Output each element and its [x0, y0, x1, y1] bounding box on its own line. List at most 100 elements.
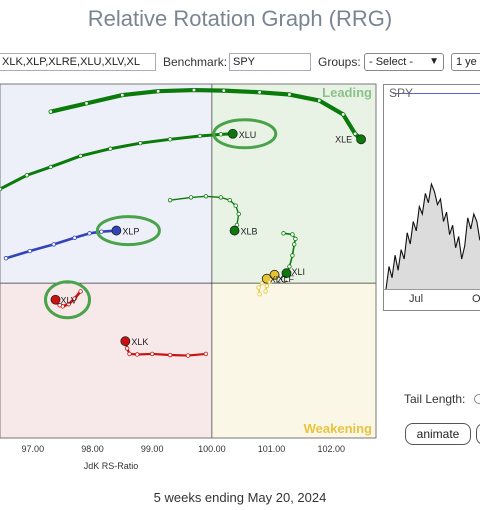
benchmark-input[interactable]: SPY — [229, 53, 311, 71]
tail-point-xlc-0 — [257, 291, 262, 297]
tail-point-xlb-0 — [167, 197, 173, 203]
benchmark-label: Benchmark: — [163, 55, 228, 69]
tail-xle — [48, 87, 364, 142]
quadrant-improving — [0, 84, 212, 284]
tail-point-xlu-8 — [218, 132, 224, 137]
spy-price-area — [386, 184, 480, 289]
spy-x-tick-jul: Jul — [409, 293, 424, 305]
head-xlk[interactable] — [120, 336, 131, 347]
tail-point-xlp-2 — [51, 242, 56, 247]
x-axis-label: JdK RS-Ratio — [84, 461, 139, 471]
tail-point-xlu-6 — [167, 137, 173, 142]
spy-price-line — [385, 181, 480, 290]
tail-point-xlu-7 — [197, 133, 203, 139]
tail-point-xlb-4 — [227, 197, 232, 203]
tail-length-label: Tail Length: — [404, 392, 466, 406]
tail-point-xle-8 — [317, 98, 322, 103]
chevron-down-icon: ▼ — [429, 56, 439, 67]
tail-point-xli-2 — [293, 236, 298, 242]
label-xlc: XLC — [270, 275, 288, 285]
page-title: Relative Rotation Graph (RRG) — [87, 6, 393, 31]
head-xli[interactable] — [281, 268, 292, 279]
tail-point-xle-2 — [120, 92, 125, 98]
tail-point-xlk-4 — [135, 352, 140, 357]
tail-point-xlf-2 — [267, 279, 272, 285]
tail-point-xlk-6 — [124, 346, 130, 351]
tail-point-xle-5 — [221, 88, 227, 93]
groups-select[interactable]: - Select - ▼ — [364, 53, 444, 71]
label-xle: XLE — [335, 134, 352, 144]
x-tick-0: 97.00 — [22, 444, 45, 454]
tail-length-slider-handle[interactable] — [474, 394, 480, 404]
tail-point-xlk-5 — [127, 351, 132, 357]
animate-button[interactable]: animate — [405, 423, 471, 445]
tail-point-xlv-4 — [57, 303, 62, 308]
tail-point-xlc-2 — [259, 280, 265, 286]
tail-point-xlu-2 — [48, 164, 53, 170]
tail-point-xlp-1 — [27, 248, 33, 254]
x-tick-4: 101.00 — [258, 444, 286, 454]
tail-point-xle-7 — [287, 92, 292, 97]
period-select[interactable]: 1 ye — [451, 53, 480, 71]
quadrant-leading — [211, 84, 376, 284]
tail-point-xlc-1 — [256, 285, 261, 290]
spy-side-chart — [383, 84, 480, 311]
tail-point-xlb-1 — [188, 195, 194, 200]
tail-point-xlv-2 — [66, 301, 71, 307]
tail-xlu — [0, 132, 235, 191]
period-select-value: 1 ye — [456, 56, 477, 68]
quadrant-weakening — [211, 283, 376, 438]
tail-point-xlp-5 — [99, 229, 104, 234]
quadrant-label-leading: Leading — [322, 85, 372, 100]
tail-point-xlv-1 — [72, 296, 77, 301]
x-tick-5: 102.00 — [317, 444, 345, 454]
quadrant-label-weakening: Weakening — [304, 421, 372, 436]
x-tick-3: 100.00 — [198, 444, 226, 454]
head-xlv[interactable] — [50, 294, 61, 305]
spy-chart-symbol: SPY — [389, 86, 414, 100]
tail-point-xle-3 — [155, 88, 161, 94]
highlight-xlp — [95, 215, 161, 247]
tail-point-xlv-0 — [78, 289, 83, 294]
head-xlb[interactable] — [229, 225, 240, 236]
tail-point-xle-10 — [352, 131, 358, 136]
tail-point-xli-0 — [281, 231, 286, 236]
groups-select-value: - Select - — [369, 56, 414, 68]
symbols-input[interactable]: XLK,XLP,XLRE,XLU,XLV,XL — [0, 53, 156, 71]
head-xlp[interactable] — [111, 225, 122, 236]
plot-frame — [0, 83, 377, 439]
label-xlu: XLU — [239, 130, 257, 140]
tail-point-xlu-4 — [108, 146, 113, 151]
tail-point-xlk-0 — [203, 351, 209, 357]
tail-point-xlf-0 — [263, 289, 268, 294]
groups-label: Groups: — [318, 55, 361, 69]
play-button[interactable] — [476, 423, 480, 445]
spy-x-tick-oct: Oct — [472, 293, 480, 305]
tail-point-xlp-4 — [87, 231, 92, 236]
head-xlf[interactable] — [269, 269, 280, 280]
head-xlu[interactable] — [227, 128, 238, 139]
tail-point-xlk-1 — [185, 353, 191, 358]
label-xlv: XLV — [61, 296, 77, 306]
tail-point-xlf-1 — [264, 283, 269, 289]
x-tick-1: 98.00 — [81, 444, 104, 454]
tail-point-xli-4 — [290, 253, 295, 258]
tail-point-xle-1 — [84, 101, 89, 106]
tail-point-xli-5 — [287, 264, 292, 269]
label-xlf: XLF — [278, 274, 295, 284]
tail-point-xlb-6 — [236, 211, 241, 217]
tail-point-xlb-5 — [233, 203, 238, 208]
tail-point-xlu-5 — [138, 140, 143, 146]
label-xli: XLI — [291, 267, 305, 277]
tail-point-xle-4 — [191, 87, 197, 93]
toolbar: XLK,XLP,XLRE,XLU,XLV,XL Benchmark: SPY G… — [0, 52, 480, 76]
date-range-caption: 5 weeks ending May 20, 2024 — [153, 490, 327, 505]
tail-point-xli-1 — [290, 232, 295, 237]
tail-point-xlk-3 — [149, 351, 155, 357]
quadrant-lagging — [0, 283, 212, 438]
head-xle[interactable] — [356, 134, 366, 145]
highlight-xlu — [212, 118, 278, 150]
label-xlk: XLK — [131, 337, 148, 347]
tail-point-xlu-0 — [0, 186, 3, 192]
